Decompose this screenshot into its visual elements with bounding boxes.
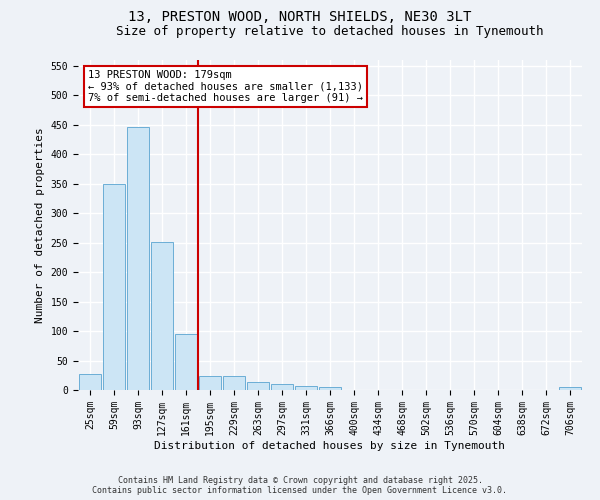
Bar bbox=[79, 374, 101, 390]
Bar bbox=[127, 126, 149, 390]
Text: 13 PRESTON WOOD: 179sqm
← 93% of detached houses are smaller (1,133)
7% of semi-: 13 PRESTON WOOD: 179sqm ← 93% of detache… bbox=[88, 70, 363, 103]
Bar bbox=[175, 334, 197, 390]
Text: 13, PRESTON WOOD, NORTH SHIELDS, NE30 3LT: 13, PRESTON WOOD, NORTH SHIELDS, NE30 3L… bbox=[128, 10, 472, 24]
Bar bbox=[559, 387, 581, 390]
Bar bbox=[199, 376, 221, 390]
Bar bbox=[103, 184, 125, 390]
Bar bbox=[247, 382, 269, 390]
Title: Size of property relative to detached houses in Tynemouth: Size of property relative to detached ho… bbox=[116, 25, 544, 38]
Bar bbox=[151, 242, 173, 390]
Y-axis label: Number of detached properties: Number of detached properties bbox=[35, 127, 45, 323]
Bar bbox=[295, 386, 317, 390]
Bar bbox=[271, 384, 293, 390]
Bar bbox=[319, 387, 341, 390]
Bar bbox=[223, 376, 245, 390]
Text: Contains HM Land Registry data © Crown copyright and database right 2025.
Contai: Contains HM Land Registry data © Crown c… bbox=[92, 476, 508, 495]
X-axis label: Distribution of detached houses by size in Tynemouth: Distribution of detached houses by size … bbox=[155, 440, 505, 450]
